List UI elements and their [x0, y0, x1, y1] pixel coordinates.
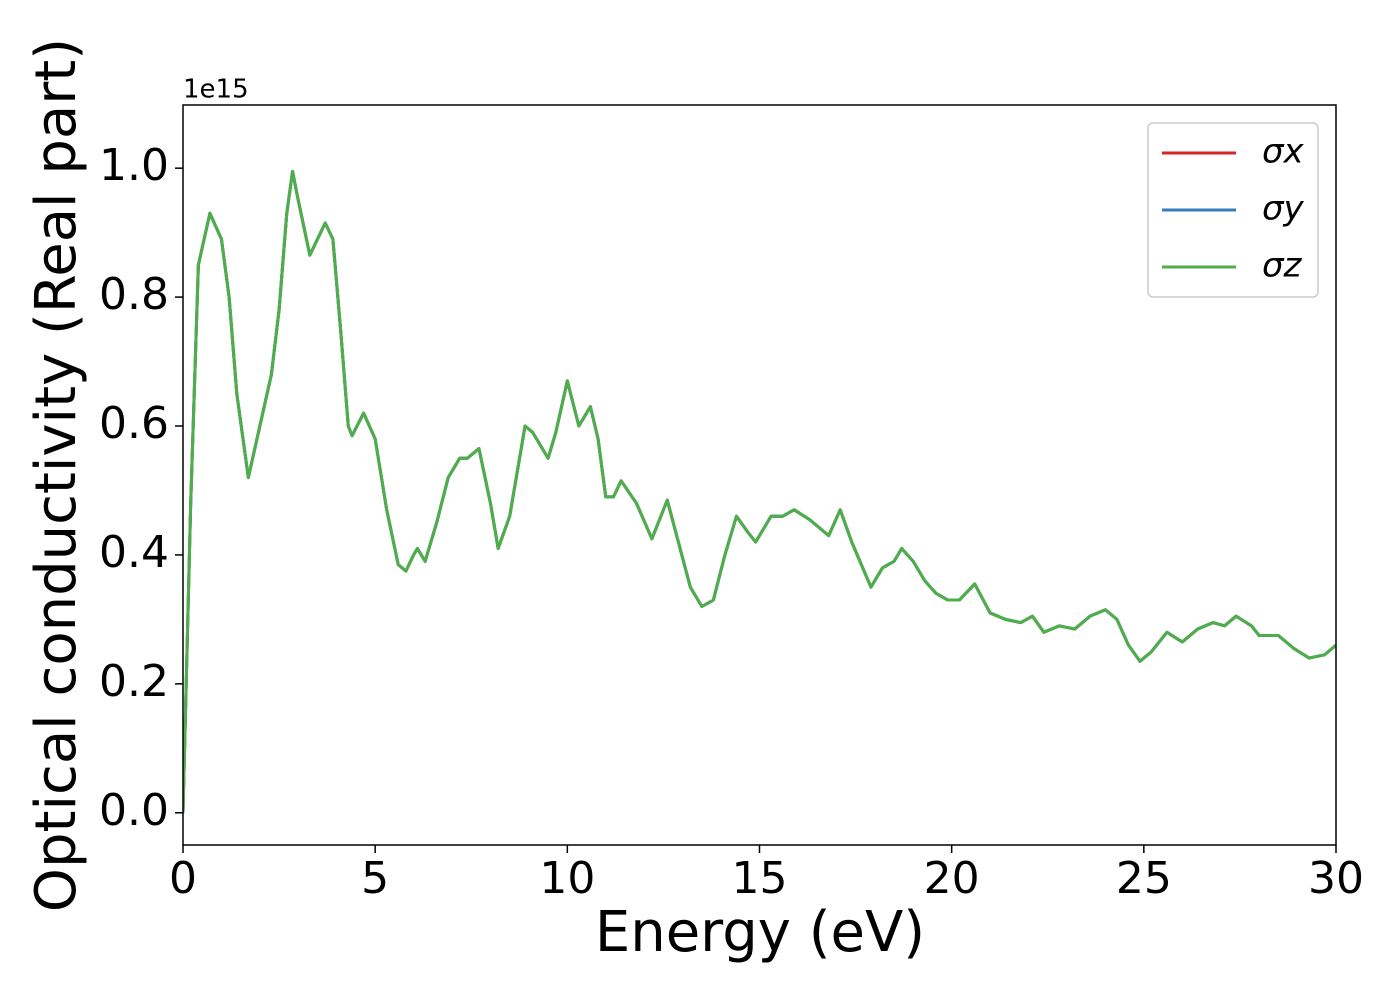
x-tick-label: 10 [539, 853, 595, 904]
legend-label: σy [1262, 189, 1305, 229]
y-tick-label: 0.6 [99, 398, 169, 449]
x-tick-label: 20 [924, 853, 980, 904]
x-tick-label: 5 [361, 853, 389, 904]
y-tick-label: 0.2 [99, 656, 169, 707]
y-tick-label: 0.4 [99, 527, 169, 578]
x-tick-label: 15 [732, 853, 788, 904]
series-line [183, 169, 1336, 813]
offset-label: 1e15 [183, 75, 249, 105]
y-axis-label: Optical conductivity (Real part) [24, 38, 89, 912]
legend-label: σz [1262, 246, 1303, 286]
x-axis-label: Energy (eV) [595, 900, 925, 965]
x-tick-label: 0 [169, 853, 197, 904]
legend-label: σx [1262, 132, 1305, 172]
y-tick-label: 1.0 [99, 140, 169, 191]
y-tick-label: 0.8 [99, 269, 169, 320]
y-tick-label: 0.0 [99, 785, 169, 836]
plot-frame [182, 104, 1337, 846]
x-tick-label: 25 [1116, 853, 1172, 904]
x-tick-label: 30 [1308, 853, 1364, 904]
